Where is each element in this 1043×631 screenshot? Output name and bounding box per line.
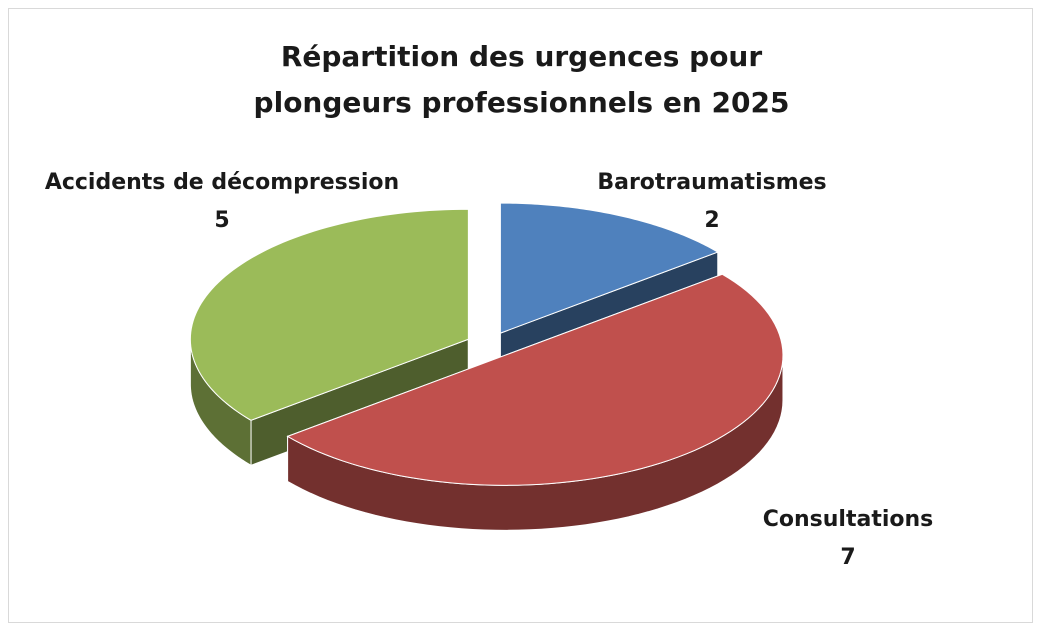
data-label-name: Accidents de décompression (45, 170, 399, 195)
slice-top (286, 273, 784, 486)
chart-frame (8, 8, 1033, 623)
data-label-name: Barotraumatismes (597, 170, 826, 195)
pie-slice (286, 273, 784, 531)
data-label-value: 5 (214, 208, 229, 233)
data-label-value: 2 (704, 208, 719, 233)
data-label-name: Consultations (763, 507, 934, 532)
slice-top (499, 202, 719, 334)
slice-top (189, 208, 469, 421)
chart-title: Répartition des urgences pour plongeurs … (253, 40, 790, 119)
data-label-value: 7 (840, 545, 855, 570)
